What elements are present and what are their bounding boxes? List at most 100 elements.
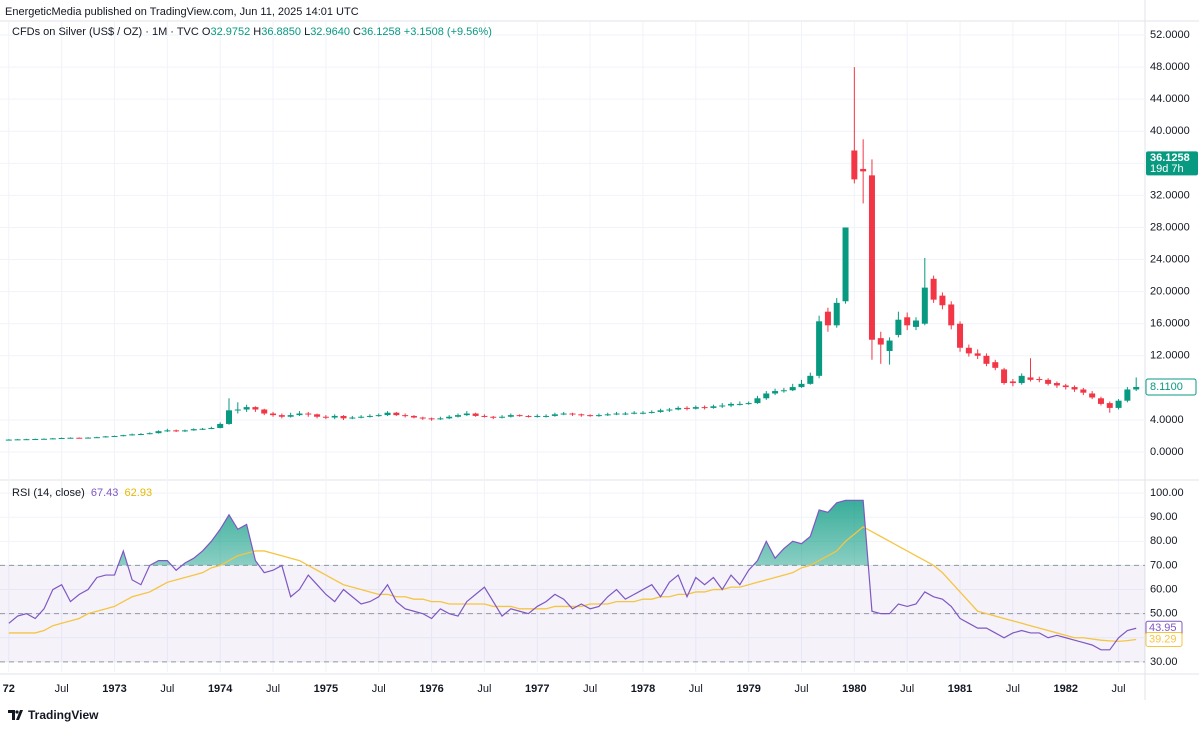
candle-body <box>76 437 83 439</box>
last-price-badge <box>1146 151 1198 176</box>
candle-body <box>719 405 726 407</box>
candle-body <box>181 430 188 432</box>
candle-body <box>120 435 127 437</box>
candle-body <box>208 427 215 429</box>
candle-body <box>745 403 752 405</box>
candle-body <box>428 418 435 420</box>
candle-body <box>322 416 329 418</box>
x-tick-label: 1978 <box>631 683 655 695</box>
x-tick-label: 1980 <box>842 683 866 695</box>
candle-body <box>613 413 620 415</box>
y-tick-label: 32.0000 <box>1150 189 1190 201</box>
x-tick-label: 1977 <box>525 683 549 695</box>
candle-body <box>437 418 444 420</box>
candle-body <box>67 437 74 439</box>
candle-body <box>305 413 312 415</box>
candle-body <box>252 407 259 410</box>
candle-body <box>780 390 787 392</box>
candle-body <box>604 414 611 416</box>
rsi-value: 67.43 <box>90 487 119 499</box>
ohlc-value: 36.1258 <box>360 26 401 38</box>
candle-body <box>569 413 576 415</box>
rsi-badge <box>1145 631 1183 647</box>
candle-body <box>992 362 999 368</box>
candle-body <box>375 415 382 417</box>
candle-body <box>710 406 717 408</box>
y-tick-label: 4.0000 <box>1150 414 1184 426</box>
candle-body <box>1027 377 1034 380</box>
candle-body <box>393 412 400 416</box>
candle-body <box>287 415 294 417</box>
rsi-ma-line <box>8 526 1137 643</box>
candle-body <box>296 413 303 416</box>
candle-body <box>622 413 629 415</box>
candle-body <box>648 411 655 413</box>
candle-body <box>587 415 594 417</box>
candle-body <box>516 415 523 417</box>
close-label: 8.1100 <box>1150 381 1183 393</box>
candle-body <box>58 437 65 439</box>
candle-body <box>463 413 470 416</box>
candle-body <box>358 416 365 418</box>
x-tick-label: 1975 <box>314 683 338 695</box>
symbol: CFDs on Silver (US$ / OZ) · 1M · TVC <box>12 26 199 38</box>
candle-body <box>146 433 153 435</box>
x-tick-label: Jul <box>55 683 69 695</box>
y-tick-label: 100.00 <box>1150 487 1184 499</box>
candle-body <box>807 375 814 384</box>
candle-body <box>32 439 39 441</box>
y-tick-label: 90.00 <box>1150 511 1178 523</box>
candle-body <box>763 393 770 399</box>
x-tick-label: Jul <box>372 683 386 695</box>
candle-body <box>868 175 875 340</box>
candle-body <box>578 414 585 416</box>
candle-body <box>543 415 550 417</box>
candle-body <box>5 439 12 441</box>
candle-body <box>173 430 180 432</box>
candle-body <box>736 403 743 405</box>
candle-body <box>49 438 56 440</box>
candle-body <box>234 409 241 411</box>
x-tick-label: Jul <box>689 683 703 695</box>
candle-body <box>1036 379 1043 381</box>
publish-line: EnergeticMedia published on TradingView.… <box>5 6 359 18</box>
candle-body <box>965 347 972 354</box>
candle-body <box>1018 375 1025 384</box>
candle-body <box>851 150 858 180</box>
y-tick-label: 80.00 <box>1150 535 1178 547</box>
candle-body <box>85 437 92 439</box>
ohlc: O32.9752 H36.8850 L32.9640 C36.1258 <box>202 26 404 38</box>
candle-body <box>270 413 277 416</box>
candle-body <box>481 415 488 417</box>
candle-body <box>23 439 30 441</box>
candle-body <box>261 409 268 414</box>
x-tick-label: 1982 <box>1053 683 1077 695</box>
candle-body <box>1053 383 1060 386</box>
ohlc-value: 32.9640 <box>310 26 350 38</box>
candle-body <box>877 338 884 345</box>
x-tick-label: Jul <box>1112 683 1126 695</box>
candle-body <box>340 415 347 419</box>
candle-body <box>798 383 805 388</box>
candle-body <box>243 407 250 410</box>
candle-body <box>226 410 232 424</box>
x-tick-label: 1981 <box>948 683 972 695</box>
candle-body <box>1106 403 1113 408</box>
candle-body <box>631 412 638 414</box>
ohlc-value: 32.9752 <box>210 26 251 38</box>
candle-body <box>331 415 338 418</box>
candle-body <box>1124 389 1131 401</box>
candle-body <box>948 304 955 326</box>
candle-body <box>455 415 461 417</box>
candle-body <box>833 302 840 326</box>
candle-body <box>1071 387 1078 390</box>
candle-body <box>974 353 981 356</box>
brand: TradingView <box>8 708 98 722</box>
candle-body <box>639 412 646 414</box>
candle-body <box>507 415 514 417</box>
candle-body <box>155 431 162 434</box>
y-tick-label: 48.0000 <box>1150 61 1190 73</box>
candle-body <box>111 435 118 437</box>
rsi-line <box>8 499 1137 651</box>
candle-body <box>1089 393 1096 398</box>
